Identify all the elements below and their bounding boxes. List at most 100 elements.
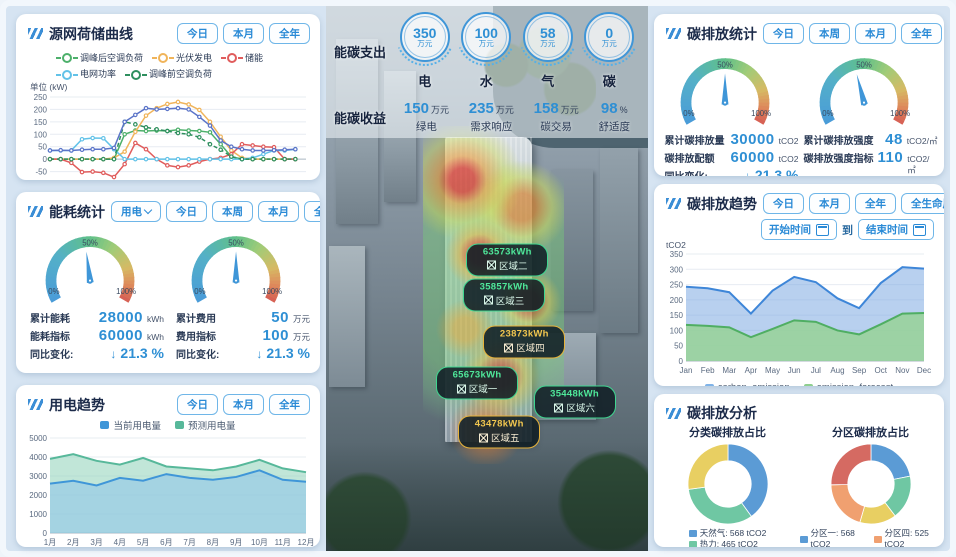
donut-title: 分区碳排放占比 <box>832 427 909 439</box>
metric-value: 100 <box>474 25 498 41</box>
legend-item[interactable]: 分区一: 568 tCO2 <box>799 528 868 547</box>
svg-text:50%: 50% <box>228 239 244 248</box>
time-filter-button[interactable]: 本月 <box>809 193 850 214</box>
legend-label: 天然气: 568 tCO2 <box>699 528 767 538</box>
yoy-label: 同比变化: <box>176 350 220 361</box>
end-date-input[interactable]: 结束时间 <box>858 219 934 240</box>
start-date-input[interactable]: 开始时间 <box>761 219 837 240</box>
svg-text:50: 50 <box>38 143 47 152</box>
time-filter-button[interactable]: 全年 <box>901 23 942 44</box>
time-filter-button[interactable]: 本月 <box>855 23 896 44</box>
building-aerial-photo: 能碳支出 350 万元电 100 万元水 58 万元气 0 万元碳 能碳收益 150 万元 绿电 2… <box>326 6 648 551</box>
stat-value: 50 <box>271 309 289 326</box>
svg-text:50%: 50% <box>82 239 98 248</box>
time-filter-button[interactable]: 本月 <box>223 394 264 415</box>
time-filter-button[interactable]: 全生命周期 <box>901 193 944 214</box>
zone-marker[interactable]: 63573kWh 区域二 <box>466 243 549 277</box>
svg-text:9月: 9月 <box>230 538 242 547</box>
zone-name: 区域五 <box>468 431 530 445</box>
time-filter-button[interactable]: 今日 <box>177 23 218 44</box>
legend-item[interactable]: 光伏发电 <box>152 52 212 65</box>
metric-unit: 万元 <box>540 39 556 48</box>
zone-marker[interactable]: 23873kWh 区域四 <box>483 325 566 359</box>
metric-name: 舒适度 <box>598 121 631 133</box>
stat-unit: kWh <box>147 332 164 342</box>
building <box>329 245 365 388</box>
legend-item[interactable]: 分区四: 525 tCO2 <box>873 528 942 547</box>
legend-label: 热力: 465 tCO2 <box>699 539 758 547</box>
time-filter-button[interactable]: 全年 <box>855 193 896 214</box>
stat-label: 累计能耗 <box>30 314 70 325</box>
legend-item[interactable]: 电网功率 <box>56 68 116 81</box>
metric-unit: 万元 <box>601 39 617 48</box>
legend-ring-icon <box>62 53 72 63</box>
legend-item[interactable]: 调峰前空调负荷 <box>125 68 212 81</box>
legend-square-icon <box>100 421 110 429</box>
svg-text:Mar: Mar <box>722 366 736 375</box>
stat-label: 费用指标 <box>176 332 216 343</box>
legend-label: 调峰后空调负荷 <box>80 52 144 63</box>
svg-text:Dec: Dec <box>917 366 931 375</box>
svg-text:250: 250 <box>34 93 48 102</box>
zone-marker[interactable]: 35448kWh 区域六 <box>533 385 616 419</box>
gauge: 0% 50% 100% 累计能耗 28000 kWh 能耗指标 60000 kWh 同比变化: ↓ 2… <box>26 226 164 362</box>
stat-unit: tCO2/㎡ <box>907 154 930 175</box>
svg-text:150: 150 <box>670 311 684 320</box>
legend-item[interactable]: 调峰后空调负荷 <box>56 52 143 65</box>
svg-text:7月: 7月 <box>183 538 195 547</box>
zone-marker[interactable]: 35857kWh 区域三 <box>463 278 546 312</box>
energy-carbon-summary: 能碳支出 350 万元电 100 万元水 58 万元气 0 万元碳 能碳收益 150 万元 绿电 2… <box>326 6 648 138</box>
svg-text:0%: 0% <box>822 109 833 118</box>
energy-type-dropdown[interactable]: 用电 <box>111 201 161 222</box>
income-label: 能碳收益 <box>334 110 387 126</box>
time-filter-button[interactable]: 本周 <box>212 201 253 222</box>
stat-label: 碳排放强度指标 <box>803 154 874 165</box>
svg-text:3月: 3月 <box>90 538 102 547</box>
svg-text:2月: 2月 <box>67 538 79 547</box>
expense-circle: 58 万元气 <box>522 12 573 90</box>
legend-label: 调峰前空调负荷 <box>149 69 213 79</box>
legend-item[interactable]: 储能 <box>221 52 263 65</box>
stat-label: 累计费用 <box>176 314 216 325</box>
legend-label: carbon_emission <box>718 382 790 386</box>
time-filter-button[interactable]: 本周 <box>809 23 850 44</box>
time-filter-button[interactable]: 今日 <box>177 394 218 415</box>
time-filter-button[interactable]: 全年 <box>269 394 310 415</box>
legend-item[interactable]: emission_forecast <box>803 382 893 386</box>
svg-text:350: 350 <box>670 250 684 259</box>
zone-marker[interactable]: 65673kWh 区域一 <box>436 366 519 400</box>
metric-value: 350 <box>413 25 437 41</box>
legend-item[interactable]: 预测用电量 <box>175 418 236 432</box>
zone-energy-value: 65673kWh <box>452 369 502 381</box>
stat-unit: kWh <box>147 314 164 324</box>
donut-chart <box>687 443 768 525</box>
time-filter-button[interactable]: 全年 <box>269 23 310 44</box>
time-filter-button[interactable]: 本月 <box>223 23 264 44</box>
metric-value: 158 万元 <box>533 100 579 117</box>
time-filter-button[interactable]: 今日 <box>166 201 207 222</box>
svg-text:1000: 1000 <box>29 510 47 519</box>
down-arrow-icon: ↓ <box>256 347 263 361</box>
legend-item[interactable]: 热力: 465 tCO2 <box>688 539 767 547</box>
svg-text:May: May <box>765 366 780 375</box>
time-filter-button[interactable]: 今日 <box>763 23 804 44</box>
stat-value: 28000 <box>98 309 143 326</box>
panel-title: 源网荷储曲线 <box>49 25 133 42</box>
legend-item[interactable]: 当前用电量 <box>100 418 161 432</box>
legend-item[interactable]: carbon_emission <box>704 382 790 386</box>
gauge-stat-row: 能耗指标 60000 kWh <box>26 327 164 345</box>
time-filter-button[interactable]: 本月 <box>258 201 299 222</box>
legend-label: 分区四: 525 tCO2 <box>884 528 929 547</box>
time-filter-button[interactable]: 今日 <box>763 193 804 214</box>
svg-text:300: 300 <box>670 265 684 274</box>
legend-label: 储能 <box>245 52 264 63</box>
metric-name: 碳 <box>602 74 616 89</box>
zone-marker[interactable]: 43478kWh 区域五 <box>458 415 541 449</box>
panel-slashes-icon <box>28 28 43 39</box>
ground-trees <box>326 442 648 551</box>
zone-energy-value: 35857kWh <box>479 281 529 293</box>
time-filter-button[interactable]: 全年 <box>304 201 320 222</box>
legend-item[interactable]: 天然气: 568 tCO2 <box>688 528 767 539</box>
svg-text:100: 100 <box>34 130 48 139</box>
svg-text:4月: 4月 <box>114 538 126 547</box>
